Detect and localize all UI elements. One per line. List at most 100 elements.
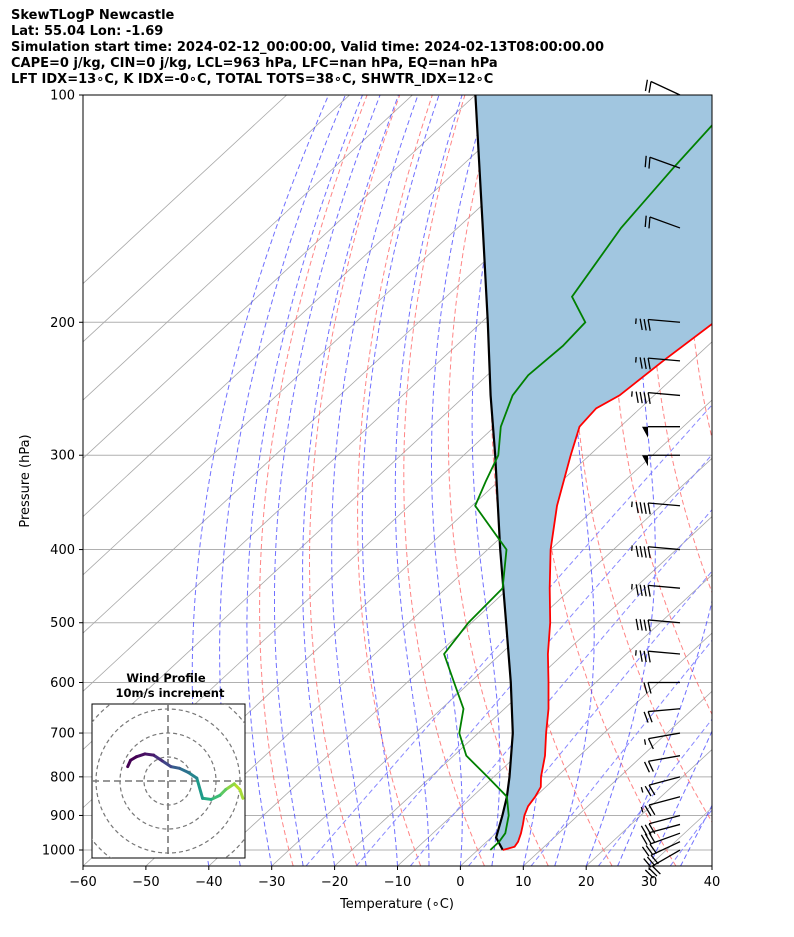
wind-barb-shaft [648,708,681,713]
wind-barb [643,755,681,773]
mixing-ratio-line [746,95,794,866]
wind-barb-shaft [648,755,681,762]
isotherm-line [775,95,794,866]
wind-barb-full-tick [647,357,651,370]
wind-barb [635,357,681,370]
wind-barb-full-tick [635,618,639,631]
wind-barb [631,545,681,559]
wind-barb-full-tick [646,856,656,867]
dry-adiabat-line [791,95,794,866]
wind-barb-full-tick [651,865,661,875]
profile-layer [443,95,712,851]
wind-barb [642,454,680,467]
wind-barb-shaft [648,357,681,362]
parcel-profile-line [474,95,514,851]
wind-barb-full-tick [647,738,654,750]
wind-barb-full-tick [644,79,649,92]
wind-barb [640,776,681,797]
dry-adiabat-line [722,95,794,866]
wind-barb [631,391,681,404]
wind-barb-full-tick [648,867,658,877]
wind-barb [635,650,681,663]
wind-barb-full-tick [647,760,654,772]
wind-barb-shaft [651,849,681,867]
time-line: Simulation start time: 2024-02-12_00:00:… [11,40,604,55]
wind-barb-shaft [648,814,681,825]
wind-barb-full-tick [644,824,652,835]
isotherm-line [83,95,602,576]
wind-barb-full-tick [647,619,651,632]
mixing-ratio-line [598,718,712,866]
wind-barb [644,849,681,879]
y-tick-label: 100 [50,89,75,104]
wind-barb-full-tick [641,846,650,857]
dry-adiabat-line [757,95,794,866]
wind-barb-full-tick [647,392,651,404]
wind-barb-shaft [648,584,681,589]
mixing-ratio-line [530,639,712,866]
x-tick-label: 0 [456,875,464,890]
wind-barb-flag [642,455,648,467]
wind-barb [644,215,681,229]
hodograph-segment [152,753,164,763]
wind-barb-full-tick [639,584,643,597]
wind-barb-full-tick [648,784,656,796]
wind-barb-full-tick [635,501,639,514]
wind-barb-full-tick [639,619,643,631]
dry-adiabat-line [649,95,712,594]
hodograph-segment [178,766,190,774]
wind-barb [643,732,681,750]
wind-barb-full-tick [648,804,656,816]
isotherm-line [83,95,287,285]
x-tick-label: −60 [69,875,96,890]
wind-barb-half-tick [640,787,644,793]
wind-barb-shaft [648,732,681,740]
wind-barb [644,79,681,96]
moist-adiabat-line [274,95,381,866]
wind-barb-full-tick [643,502,647,514]
moist-adiabat-line [394,95,463,866]
wind-barb-full-tick [639,318,643,331]
dry-adiabat-line [611,95,712,716]
wind-barb-half-tick [640,806,644,813]
wind-barb-full-tick [643,682,648,694]
x-axis-label: Temperature (∘C) [339,897,454,912]
mixing-ratio-line [669,808,712,866]
wind-barb-full-tick [648,157,651,169]
wind-barb-full-tick [645,845,654,856]
y-tick-label: 600 [50,676,75,691]
wind-barb-full-tick [644,785,652,797]
wind-barb-shaft [649,156,681,169]
wind-barb-full-tick [648,832,656,843]
wind-barb-full-tick [643,319,647,331]
wind-barb [644,155,681,169]
wind-barb-full-tick [639,357,643,369]
temperature-profile-line [502,322,712,851]
y-axis-label: Pressure (hPa) [18,434,33,527]
wind-barb [643,708,681,723]
wind-barb-full-tick [647,319,651,331]
wind-barb-full-tick [648,81,652,93]
isotherm-line [83,95,413,401]
inset-hodograph [92,704,245,858]
moist-adiabat-line [585,95,656,866]
wind-barb-full-tick [647,585,651,597]
moist-adiabat-line [680,804,712,866]
y-tick-label: 1000 [42,844,75,859]
wind-barb-shaft [648,392,681,397]
cape-fill-layer [475,95,712,850]
x-tick-label: 20 [578,875,595,890]
wind-barb [640,796,681,817]
wind-barb-full-tick [639,391,643,404]
wind-barb-flag [642,426,648,438]
wind-barb-shaft [648,546,681,551]
wind-barb-full-tick [649,843,658,854]
hodograph-segment [195,776,205,800]
y-tick-label: 500 [50,616,75,631]
cape-line: CAPE=0 j/kg, CIN=0 j/kg, LCL=963 hPa, LF… [11,56,498,71]
hodograph-segment [238,788,245,800]
wind-barb-full-tick [643,761,650,773]
wind-barb-full-tick [644,215,647,228]
wind-barb-half-tick [643,739,647,745]
wind-barb-full-tick [643,584,647,597]
